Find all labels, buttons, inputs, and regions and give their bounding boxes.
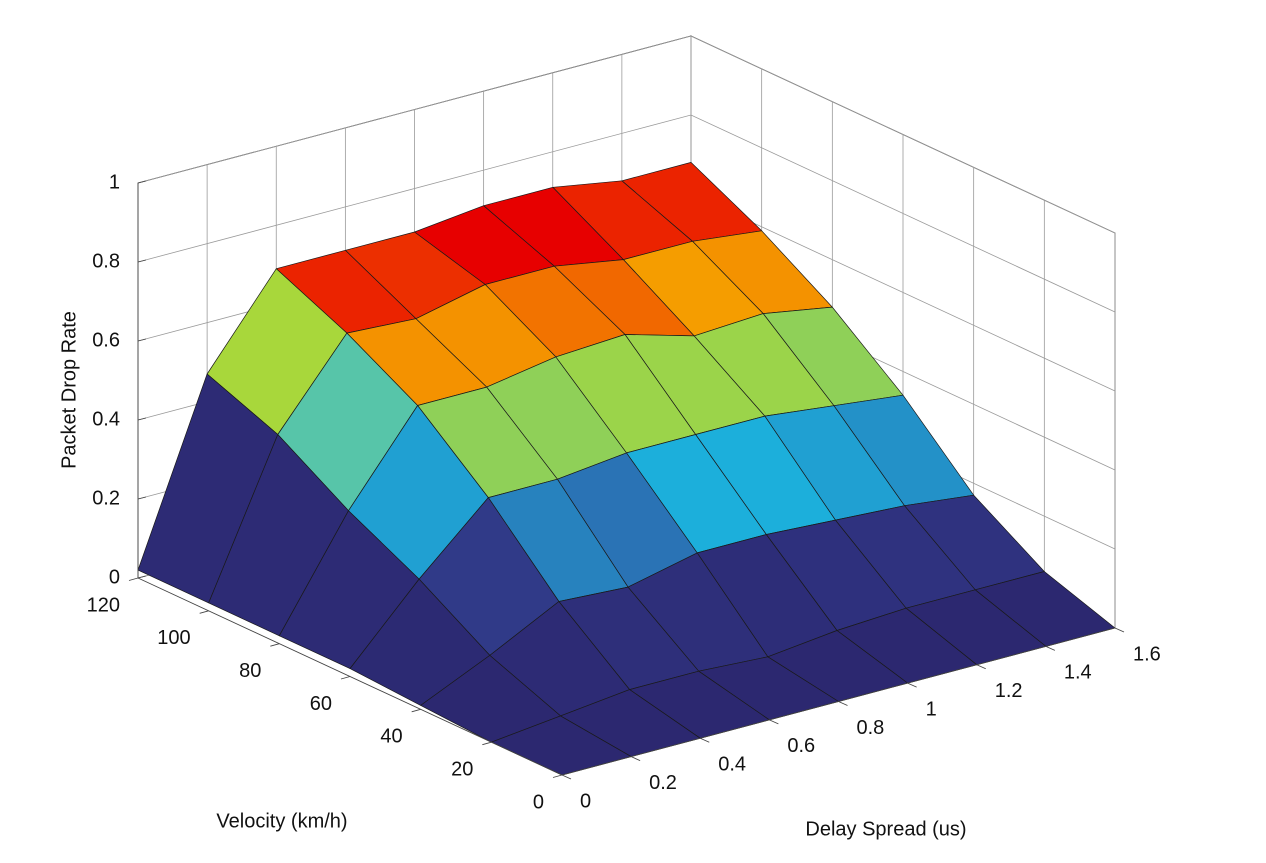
y-tick-label: 100 xyxy=(157,627,190,649)
x-tick xyxy=(838,701,848,706)
y-tick-label: 40 xyxy=(380,726,402,748)
z-tick-label: 0.4 xyxy=(92,408,120,430)
grid-line xyxy=(137,35,1116,234)
x-tick xyxy=(1045,645,1056,651)
x-tick-label: 1.2 xyxy=(995,680,1023,702)
z-tick-label: 0.8 xyxy=(92,250,120,272)
z-tick-label: 0 xyxy=(109,566,120,588)
z-tick xyxy=(137,496,147,500)
z-tick xyxy=(137,259,147,263)
z-tick-label: 1 xyxy=(109,171,120,193)
y-tick xyxy=(411,708,421,713)
y-tick xyxy=(340,676,351,680)
z-tick xyxy=(137,338,147,342)
y-tick-label: 0 xyxy=(533,791,544,813)
z-tick-label: 0.6 xyxy=(92,329,120,351)
y-tick xyxy=(128,577,139,581)
x-tick-label: 1 xyxy=(926,698,937,720)
x-tick-label: 0.6 xyxy=(787,735,815,757)
y-tick xyxy=(270,643,280,647)
surface xyxy=(137,162,1116,776)
x-tick-label: 1.6 xyxy=(1133,643,1161,665)
x-tick xyxy=(561,774,572,780)
x-tick-label: 0.8 xyxy=(857,717,885,739)
x-tick xyxy=(1114,627,1125,633)
x-tick xyxy=(976,664,986,670)
y-axis-title: Velocity (km/h) xyxy=(216,810,347,832)
x-tick-label: 0.4 xyxy=(718,754,746,776)
grid-line xyxy=(137,114,1116,313)
z-tick xyxy=(137,417,147,421)
y-tick xyxy=(482,741,492,746)
z-axis-title: Packet Drop Rate xyxy=(58,311,80,469)
x-tick-label: 0.2 xyxy=(649,772,677,794)
z-tick xyxy=(137,575,147,579)
x-axis-title: Delay Spread (us) xyxy=(805,818,966,840)
axes: 0 0.2 0.4 0.6 0.8 1 0 20 40 60 80 100 120 0 0.2 0.4 0.6 0… xyxy=(87,171,1161,813)
z-tick xyxy=(137,180,147,184)
x-tick-label: 1.4 xyxy=(1064,662,1092,684)
y-tick-label: 60 xyxy=(310,693,332,715)
y-tick xyxy=(199,610,209,614)
z-tick-label: 0.2 xyxy=(92,487,120,509)
x-tick xyxy=(700,737,710,743)
y-tick-label: 20 xyxy=(451,758,473,780)
x-tick xyxy=(630,756,641,762)
y-tick-label: 120 xyxy=(87,594,120,616)
x-tick xyxy=(769,719,779,725)
y-tick xyxy=(552,774,563,778)
x-tick-label: 0 xyxy=(580,790,591,812)
y-tick-label: 80 xyxy=(239,660,261,682)
x-tick xyxy=(907,682,917,688)
